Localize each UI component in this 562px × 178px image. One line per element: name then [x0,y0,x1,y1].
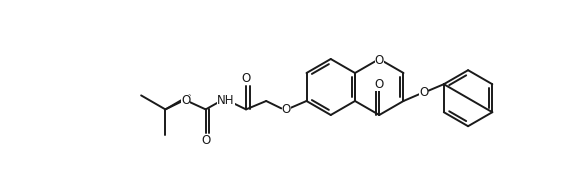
Text: O: O [242,72,251,85]
Text: NH: NH [217,95,234,108]
Text: O: O [419,86,428,99]
Text: O: O [375,78,384,91]
Text: O: O [282,103,291,116]
Text: O: O [181,95,190,108]
Text: O: O [375,54,384,67]
Text: O: O [201,134,210,147]
